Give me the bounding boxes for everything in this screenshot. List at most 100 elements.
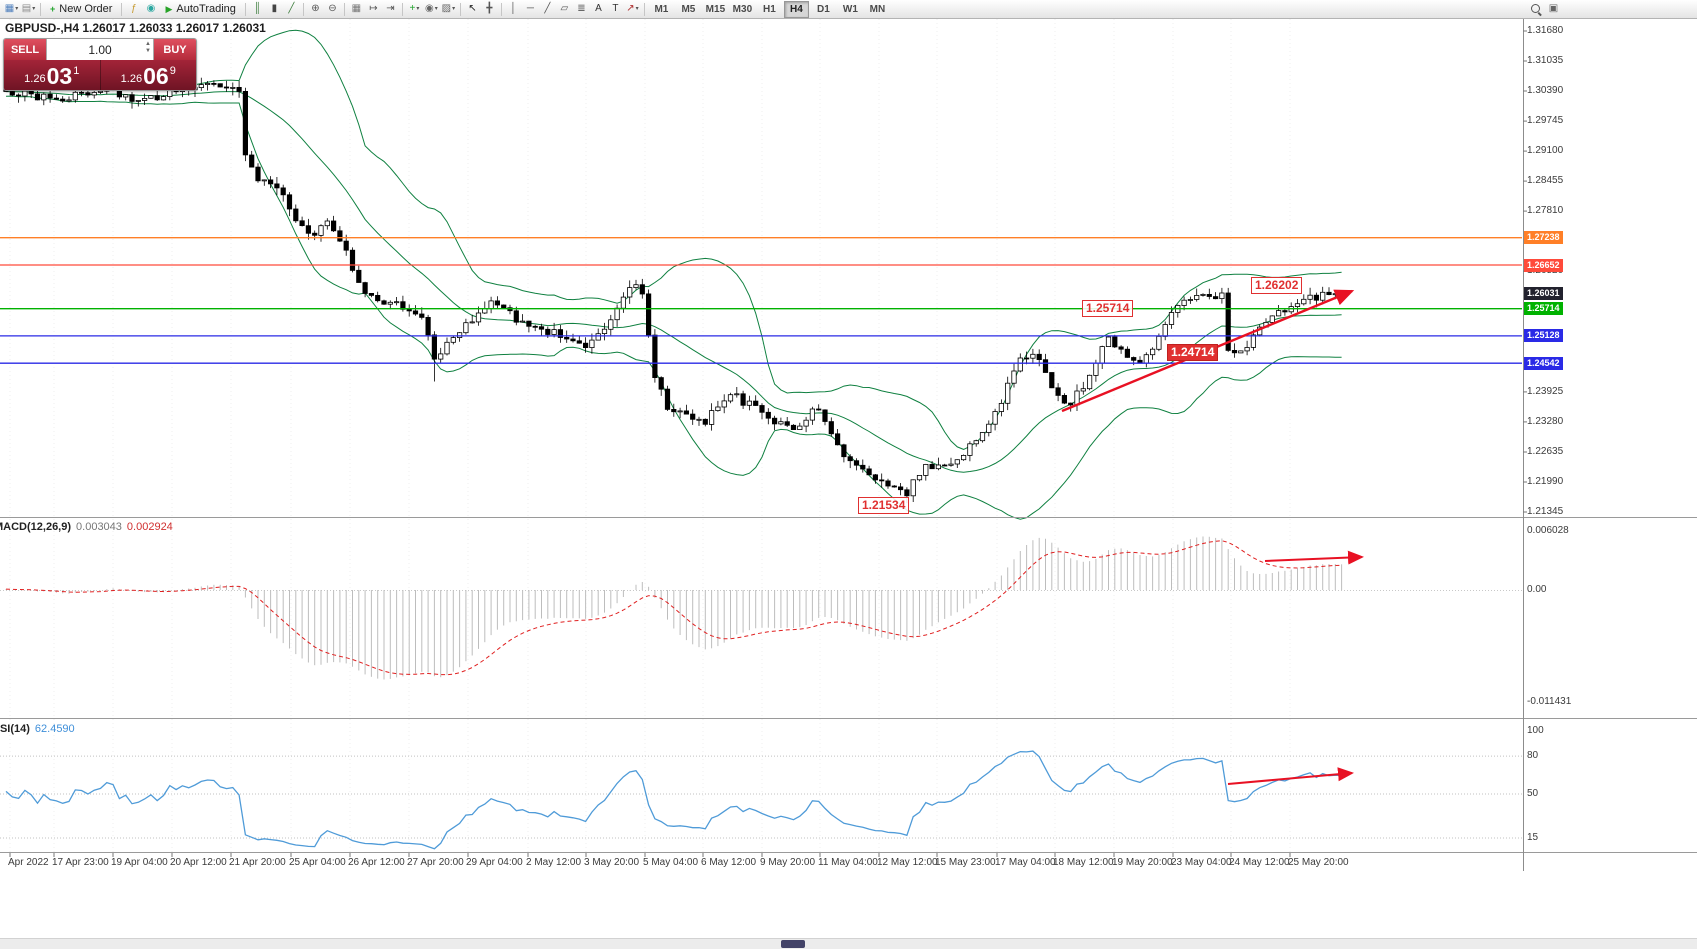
timeframe-d1[interactable]: D1 xyxy=(817,3,830,15)
fibonacci-icon[interactable]: ≣ xyxy=(577,3,586,14)
candles-layer xyxy=(3,77,1345,504)
buy-price-sup: 9 xyxy=(169,65,176,77)
time-axis-label: 3 May 20:00 xyxy=(584,857,640,868)
buy-price-button[interactable]: 1.26 06 9 xyxy=(101,60,197,90)
time-axis-label: 17 Apr 23:00 xyxy=(52,857,109,868)
timeframe-m30[interactable]: M30 xyxy=(732,3,753,15)
profiles-icon[interactable]: ▤ ▾ xyxy=(21,3,36,14)
macd-axis-label: -0.011431 xyxy=(1527,696,1572,708)
macd-axis-label: 0.00 xyxy=(1527,584,1547,595)
candlestick-chart-icon[interactable]: ▮ xyxy=(271,3,278,14)
bollinger-upper-line xyxy=(6,29,1342,450)
expert-advisors-icon[interactable]: ƒ xyxy=(131,3,137,14)
new-chart-icon[interactable]: ▦ ▾ xyxy=(4,3,19,14)
new-order-icon: + xyxy=(50,4,56,14)
sell-price-big: 03 xyxy=(46,63,73,90)
time-axis-label: 11 May 04:00 xyxy=(818,857,878,868)
rsi-axis-label: 15 xyxy=(1527,831,1539,843)
timeframe-m15[interactable]: M15 xyxy=(705,3,726,15)
toolbar-separator xyxy=(343,2,345,16)
time-axis-label: 24 May 12:00 xyxy=(1229,857,1290,868)
horizontal-line-icon[interactable]: ─ xyxy=(526,3,534,14)
buy-price-big: 06 xyxy=(143,63,169,90)
timeframe-h4[interactable]: H4 xyxy=(783,0,809,18)
crosshair-icon[interactable]: ╋ xyxy=(486,3,493,14)
volume-up-icon[interactable]: ▲ xyxy=(145,41,151,47)
rsi-axis-label: 80 xyxy=(1527,750,1539,762)
price-tag-1.25714: 1.25714 xyxy=(1524,302,1563,316)
price-tag-1.26652: 1.26652 xyxy=(1524,258,1563,272)
time-axis-label: 2 May 12:00 xyxy=(526,857,582,868)
timeframe-m5[interactable]: M5 xyxy=(681,3,696,15)
bar-chart-icon[interactable]: ║ xyxy=(253,3,261,14)
time-axis-label: 17 May 04:00 xyxy=(995,857,1056,868)
price-object-label[interactable]: 1.25714 xyxy=(1082,300,1134,317)
time-axis-label: 23 May 04:00 xyxy=(1171,857,1232,868)
text-icon[interactable]: A xyxy=(595,3,602,14)
toolbar-separator xyxy=(121,2,123,16)
new-order-button[interactable]: + New Order xyxy=(50,3,113,15)
auto-scroll-icon[interactable]: ↦ xyxy=(369,3,378,14)
price-axis-label: 1.27810 xyxy=(1527,205,1564,217)
timeframe-w1[interactable]: W1 xyxy=(842,3,858,15)
timeframe-m1[interactable]: M1 xyxy=(654,3,669,15)
scrollbar-thumb[interactable] xyxy=(781,940,805,948)
price-axis-label: 1.22635 xyxy=(1527,445,1564,457)
chart-title: GBPUSD-,H4 1.26017 1.26033 1.26017 1.260… xyxy=(5,21,266,35)
sell-price-sup: 1 xyxy=(73,65,80,77)
time-axis-label: Apr 2022 xyxy=(8,857,49,868)
price-axis-label: 1.31680 xyxy=(1527,25,1564,36)
macd-signal-line xyxy=(5,540,1342,676)
price-object-label[interactable]: 1.26202 xyxy=(1251,277,1303,294)
toolbar-separator xyxy=(643,2,645,16)
sell-price-button[interactable]: 1.26 03 1 xyxy=(4,60,101,90)
time-axis-label: 18 May 12:00 xyxy=(1053,857,1114,868)
chart-shift-icon[interactable]: ⇥ xyxy=(386,3,395,14)
line-chart-icon[interactable]: ╱ xyxy=(288,3,295,14)
equidistant-channel-icon[interactable]: ▱ xyxy=(560,3,569,14)
trend-arrow-rsi[interactable] xyxy=(1227,767,1354,785)
tile-windows-icon[interactable]: ▦ xyxy=(351,3,362,14)
current-price-tag: 1.26031 xyxy=(1524,287,1563,301)
search-icon[interactable] xyxy=(1528,1,1545,17)
horizontal-scrollbar[interactable] xyxy=(0,938,1697,949)
rsi-axis-label: 50 xyxy=(1527,787,1539,799)
data-window-icon[interactable]: ▣ xyxy=(1548,3,1559,14)
text-label-icon[interactable]: T xyxy=(612,3,619,14)
rsi-name: RSI(14) xyxy=(0,723,30,735)
templates-icon[interactable]: ▨ ▾ xyxy=(441,3,456,14)
time-axis-label: 25 May 20:00 xyxy=(1288,857,1349,868)
rsi-indicator-label: RSI(14) 62.4590 xyxy=(0,723,75,735)
timeframe-h1[interactable]: H1 xyxy=(763,3,776,15)
trend-arrow-macd[interactable] xyxy=(1264,550,1364,565)
periods-icon[interactable]: ◉ ▾ xyxy=(425,3,438,14)
volume-down-icon[interactable]: ▼ xyxy=(145,48,151,55)
time-axis-label: 20 Apr 12:00 xyxy=(170,857,227,868)
indicators-icon[interactable]: + ▾ xyxy=(409,3,420,14)
vertical-line-icon[interactable]: │ xyxy=(510,3,517,14)
volume-stepper[interactable]: ▲ ▼ xyxy=(145,41,151,55)
buy-button[interactable]: BUY xyxy=(154,39,196,60)
buy-price-prefix: 1.26 xyxy=(120,73,143,85)
timeframe-mn[interactable]: MN xyxy=(869,3,886,15)
price-axis-label: 1.29100 xyxy=(1527,145,1564,157)
sell-button[interactable]: SELL xyxy=(4,39,46,60)
price-object-label[interactable]: 1.24714 xyxy=(1167,344,1219,361)
time-axis-label: 12 May 12:00 xyxy=(877,857,938,868)
autotrading-button[interactable]: ▶ AutoTrading xyxy=(165,3,236,15)
time-axis-label: 21 Apr 20:00 xyxy=(229,857,286,868)
macd-signal-value: 0.002924 xyxy=(126,521,173,533)
arrows-icon[interactable]: ↗ ▾ xyxy=(626,3,639,14)
time-axis-label: 6 May 12:00 xyxy=(701,857,757,868)
price-axis-label: 1.23925 xyxy=(1527,385,1564,397)
cursor-icon[interactable]: ↖ xyxy=(468,3,477,14)
toolbar-separator xyxy=(401,2,403,16)
zoom-in-icon[interactable]: ⊕ xyxy=(311,3,320,14)
price-object-label[interactable]: 1.21534 xyxy=(858,497,910,514)
zoom-out-icon[interactable]: ⊖ xyxy=(328,3,337,14)
trendline-icon[interactable]: ╱ xyxy=(544,3,551,14)
volume-input[interactable]: 1.00 ▲ ▼ xyxy=(46,39,154,60)
price-tag-1.25128: 1.25128 xyxy=(1524,329,1563,343)
market-watch-icon[interactable]: ◉ xyxy=(146,3,156,14)
